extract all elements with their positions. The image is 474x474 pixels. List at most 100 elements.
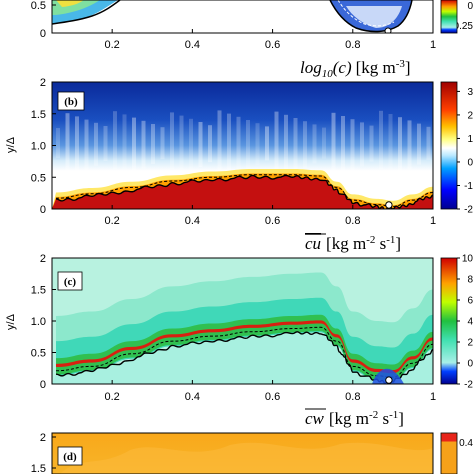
- panel-b-plot-area: [52, 110, 433, 209]
- panel-c: cu [kg m-2 s-1] (c) y/Δ 0.2 0.4 0.6 0.8 100.5…: [5, 233, 474, 403]
- panel-b-ytick-label: 0: [40, 204, 46, 216]
- panel-a-xtick-label: 1: [430, 39, 436, 51]
- panel-d-axes: 21.5: [31, 432, 56, 474]
- panel-d-texture: [60, 442, 433, 474]
- panel-b-xtick-label: 1: [430, 215, 436, 227]
- panel-b-streak: [398, 117, 402, 175]
- panel-a-dip-line: [329, 0, 413, 33]
- panel-b-streak: [246, 120, 250, 170]
- panel-c-cbtick-label: 2: [467, 338, 473, 349]
- panel-a-xtick-label: 0.6: [265, 39, 280, 51]
- panel-b-streak: [293, 118, 298, 173]
- panel-c-ylabel: y/Δ: [5, 313, 17, 330]
- panel-b-streak: [322, 127, 326, 159]
- panel-b-streak: [189, 118, 193, 172]
- panel-b-streak: [208, 125, 212, 163]
- panel-c-ytick-label: 1.0: [31, 316, 46, 328]
- panel-b-streak: [341, 116, 345, 176]
- panel-b-streak: [141, 120, 146, 169]
- panel-c-ytick-label: 0: [40, 379, 46, 391]
- panel-d-tag-box: [57, 446, 83, 466]
- panel-b: log10(c) [kg m-3] (b) y/Δ 0.2 0.4 0.6 0.8 100…: [5, 58, 473, 227]
- panel-a-dip-inner: [346, 6, 402, 28]
- panel-b-ytick-label: 2: [40, 77, 46, 89]
- panel-a-ytick-label: 0.5: [31, 0, 46, 12]
- panel-c-green-band: [56, 314, 433, 381]
- panel-b-red-region: [52, 175, 433, 209]
- panel-d: cw [kg m-2 s-1] (d) 21.5 0.4: [31, 408, 473, 474]
- panel-d-ytick-label: 2: [40, 432, 46, 444]
- panel-b-streak: [426, 126, 431, 160]
- panel-b-colorbar: [440, 81, 458, 210]
- panel-b-dashed-line: [56, 174, 433, 207]
- panel-c-xtick-label: 0.4: [185, 391, 200, 403]
- panel-b-streak: [379, 110, 383, 184]
- panel-b-streak: [274, 111, 279, 183]
- panel-d-frame: [51, 432, 434, 474]
- panel-a-frame: [51, 0, 434, 34]
- panel-b-streak: [407, 120, 412, 170]
- panel-b-streak: [227, 113, 231, 180]
- panel-a-left-blob-hot: [56, 0, 84, 7]
- panel-b-streak: [170, 112, 174, 182]
- panel-a-xtick-label: 0.4: [185, 39, 200, 51]
- panel-b-xtick-label: 0.6: [265, 215, 280, 227]
- panel-b-streak: [236, 116, 241, 175]
- panel-b-cbtick-label: -1: [464, 181, 473, 192]
- panel-b-streak: [94, 122, 98, 166]
- panel-a-axes: 0.2 0.4 0.6 0.8 1 0 0.5 0 -0.25: [31, 0, 474, 51]
- panel-b-tag-box: [57, 91, 85, 111]
- panel-a-plot-area: [52, 0, 413, 33]
- panel-b-marker: [385, 201, 393, 209]
- panel-b-streaks: [56, 110, 431, 185]
- panel-b-axes: 0.2 0.4 0.6 0.8 1 0 0.5 1.0 1.5 2: [31, 77, 436, 227]
- panel-a-dip-dash: [337, 0, 395, 27]
- panel-b-streak: [103, 126, 108, 161]
- panel-a-interface-line: [52, 0, 121, 25]
- panel-b-streak: [65, 113, 70, 181]
- panel-b-streak: [312, 124, 317, 164]
- panel-a-cbtick-label: -0.25: [450, 21, 473, 32]
- panel-b-cbtick-label: -2: [464, 205, 473, 216]
- panel-b-streak: [303, 121, 307, 169]
- panel-b-xtick-label: 0.4: [185, 215, 200, 227]
- panel-b-xtick-label: 0.2: [105, 215, 120, 227]
- panel-c-cbtick-label: 4: [467, 317, 473, 328]
- panel-b-streak: [75, 116, 79, 176]
- panel-a: 0.2 0.4 0.6 0.8 1 0 0.5 0 -0.25: [31, 0, 474, 51]
- panel-d-plot-area: [60, 442, 433, 474]
- panel-a-xtick-label: 0.8: [345, 39, 360, 51]
- panel-d-colorbar-title: cw [kg m-2 s-1]: [305, 409, 404, 428]
- panel-b-xtick-label: 0.8: [345, 215, 360, 227]
- panel-b-streak: [56, 128, 60, 158]
- panel-b-streak: [255, 123, 260, 166]
- panel-d-colorbar-top: [441, 433, 457, 442]
- panel-b-ytick-label: 0.5: [31, 172, 46, 184]
- panel-c-cbtick-label: 6: [467, 296, 473, 307]
- panel-b-streak: [179, 115, 184, 177]
- panel-b-streak: [350, 119, 355, 172]
- panel-d-ytick-label: 1.5: [31, 463, 46, 474]
- panel-c-cbtick-label: 10: [462, 254, 474, 265]
- panel-c-tag-box: [57, 271, 83, 291]
- panel-b-streak: [284, 114, 288, 178]
- panel-c-xtick-label: 0.6: [265, 391, 280, 403]
- panel-b-streak: [122, 114, 127, 179]
- panel-c-plot-area: [52, 272, 433, 384]
- panel-c-below-interface: [52, 331, 433, 384]
- panel-b-cbtick-label: 0: [467, 157, 473, 168]
- panel-c-ytick-label: 2: [40, 253, 46, 265]
- panel-c-tag: (c): [64, 276, 77, 288]
- panel-c-ytick-label: 0.5: [31, 348, 46, 360]
- panel-a-colorbar: [440, 0, 458, 34]
- panel-b-streak: [113, 111, 117, 184]
- panel-b-streak: [132, 117, 136, 174]
- panel-a-ytick-label: 0: [40, 28, 46, 40]
- panel-b-streak: [388, 114, 393, 179]
- panel-c-xtick-label: 0.8: [345, 391, 360, 403]
- panel-d-colorbar: [440, 432, 458, 474]
- panel-c-blue-dip: [372, 368, 404, 384]
- panel-b-colorbar-title: log10(c) [kg m-3]: [300, 58, 411, 80]
- panel-c-cbtick-label: 0: [467, 359, 473, 370]
